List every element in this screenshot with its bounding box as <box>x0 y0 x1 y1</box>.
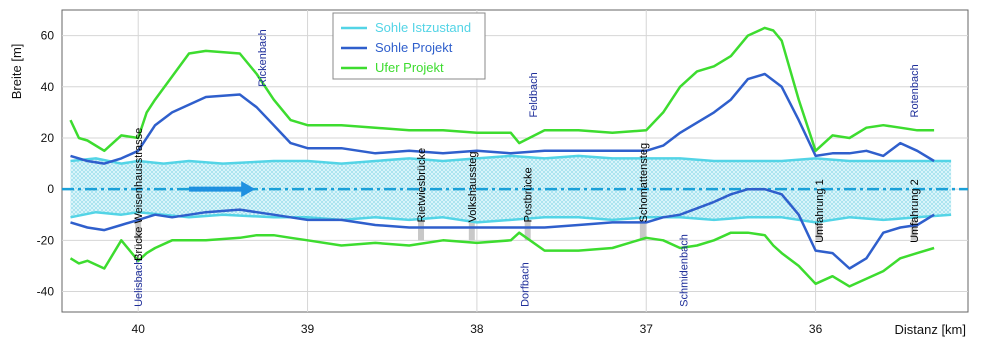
legend-entry: Sohle Istzustand <box>375 20 471 35</box>
x-tick-label: 36 <box>809 322 823 336</box>
x-axis-title: Distanz [km] <box>894 322 966 337</box>
bridge-marker <box>135 219 142 241</box>
legend-entry: Ufer Projekt <box>375 60 444 75</box>
y-tick-label: 60 <box>41 29 55 43</box>
bridge-marker <box>418 219 425 241</box>
annotation-label: Feldbach <box>528 72 540 117</box>
series-sohle-istzustand-top <box>70 154 952 165</box>
series-ufer-projekt-bottom <box>69 231 935 288</box>
annotation-label: Brücke Weisenhausstrasse <box>133 128 145 261</box>
annotation-label: Volkshaussteg <box>467 151 479 222</box>
y-tick-label: 20 <box>41 131 55 145</box>
legend-entry: Sohle Projekt <box>375 40 453 55</box>
bridge-marker <box>468 219 475 241</box>
bridge-marker <box>639 219 646 241</box>
y-axis-title: Breite [m] <box>9 44 24 100</box>
annotation-label: Rietwiesbrücke <box>416 148 428 223</box>
flow-arrow-icon <box>241 181 256 198</box>
bridge-marker <box>524 219 531 241</box>
x-tick-label: 37 <box>640 322 654 336</box>
annotation-label: Umfahrung 2 <box>909 179 921 243</box>
y-tick-label: -40 <box>37 285 55 299</box>
series-lines <box>62 26 968 288</box>
x-tick-label: 40 <box>132 322 146 336</box>
annotation-label: Rickenbach <box>257 29 269 86</box>
legend: Sohle Istzustand Sohle Projekt Ufer Projek… <box>332 12 486 80</box>
series-sohle-projekt-top <box>70 72 935 165</box>
bridge-marker <box>910 219 917 241</box>
x-tick-label: 38 <box>470 322 484 336</box>
x-tick-label: 39 <box>301 322 315 336</box>
annotation-label: Uelisbach <box>133 259 145 307</box>
tick-labels: 60 40 20 0 -20 -40 40 39 38 37 36 <box>37 29 823 336</box>
bridge-markers <box>135 219 917 241</box>
annotation-label: Dorfbach <box>519 262 531 307</box>
y-tick-label: 40 <box>41 80 55 94</box>
annotation-label: Postbrücke <box>523 167 535 222</box>
series-sohle-projekt-bottom <box>70 187 935 270</box>
series-ufer-projekt-top <box>69 26 935 153</box>
bridge-marker <box>815 219 822 241</box>
y-tick-label: 0 <box>47 182 54 196</box>
y-tick-label: -20 <box>37 233 55 247</box>
annotation-label: Rotenbach <box>909 64 921 117</box>
annotation-label: Schomattensteg <box>638 143 650 223</box>
annotation-label: Umfahrung 1 <box>814 179 826 243</box>
legend-box <box>332 12 486 80</box>
annotation-label: Schmidenbach <box>678 234 690 307</box>
